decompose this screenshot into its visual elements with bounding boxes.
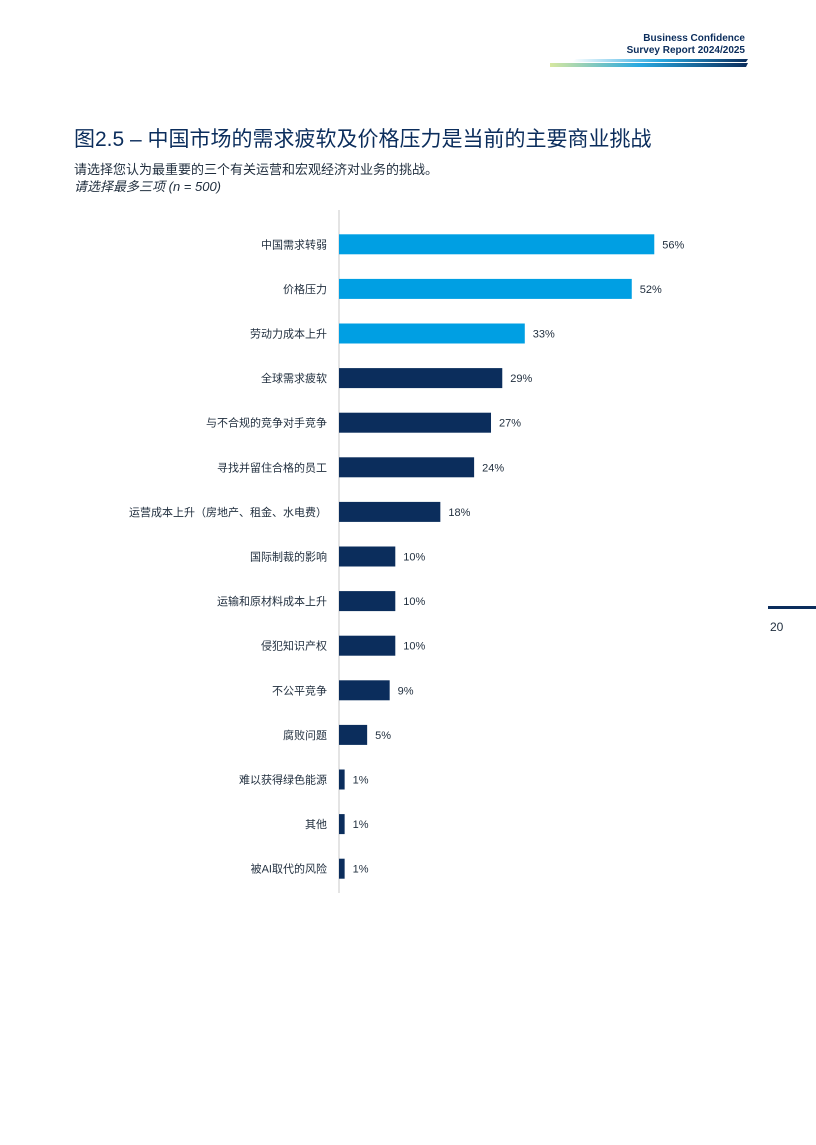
value-label: 10%: [403, 596, 425, 608]
category-label: 其他: [305, 818, 327, 831]
value-label: 10%: [403, 552, 425, 564]
bar: [339, 546, 396, 567]
report-brand: Business Confidence Survey Report 2024/2…: [627, 33, 745, 57]
category-label: 难以获得绿色能源: [239, 773, 327, 787]
value-label: 10%: [403, 641, 425, 653]
brand-gradient-line: [550, 59, 748, 67]
page-number-rule: [768, 606, 816, 609]
category-label: 与不合规的竞争对手竞争: [206, 416, 327, 430]
bar: [339, 457, 475, 478]
category-label: 寻找并留住合格的员工: [217, 460, 327, 474]
category-label: 运输和原材料成本上升: [217, 594, 327, 608]
category-label: 被AI取代的风险: [251, 862, 327, 876]
page-title: 图2.5 – 中国市场的需求疲软及价格压力是当前的主要商业挑战: [74, 128, 652, 151]
brand-line-2: Survey Report 2024/2025: [626, 45, 745, 56]
value-label: 33%: [533, 329, 555, 341]
bar: [339, 368, 503, 389]
value-label: 1%: [353, 775, 369, 787]
category-label: 运营成本上升（房地产、租金、水电费）: [129, 505, 327, 519]
horizontal-bar-chart: 中国需求转弱 56% 价格压力 52% 劳动力成本上升 33% 全球需求疲软 29% 与不合规的…: [129, 210, 685, 893]
category-label: 中国需求转弱: [261, 237, 327, 251]
bar: [339, 501, 441, 522]
value-label: 9%: [398, 685, 414, 697]
category-label: 全球需求疲软: [261, 371, 327, 385]
category-label: 腐败问题: [283, 728, 327, 742]
bar: [339, 635, 396, 656]
chart-subtitle: 请选择您认为最重要的三个有关运营和宏观经济对业务的挑战。: [74, 162, 439, 177]
bar: [339, 769, 345, 790]
category-label: 不公平竞争: [272, 683, 327, 697]
bar: [339, 858, 345, 879]
value-label: 1%: [353, 819, 369, 831]
bar: [339, 680, 390, 701]
bar: [339, 234, 655, 255]
bar: [339, 323, 525, 344]
value-label: 5%: [375, 730, 391, 742]
value-label: 18%: [448, 507, 470, 519]
bar: [339, 591, 396, 612]
category-label: 国际制裁的影响: [250, 550, 327, 564]
value-label: 1%: [353, 864, 369, 876]
page-number: 20: [770, 620, 784, 634]
bar: [339, 412, 492, 433]
value-label: 52%: [640, 284, 662, 296]
value-label: 27%: [499, 418, 521, 430]
sample-note: 请选择最多三项 (n = 500): [74, 179, 222, 194]
category-label: 劳动力成本上升: [250, 327, 327, 341]
value-label: 56%: [662, 239, 684, 251]
category-label: 价格压力: [283, 282, 327, 296]
bar: [339, 724, 368, 745]
brand-line-1: Business Confidence: [643, 33, 745, 44]
value-label: 29%: [510, 373, 532, 385]
bar: [339, 278, 632, 299]
bar: [339, 814, 345, 835]
value-label: 24%: [482, 462, 504, 474]
category-label: 侵犯知识产权: [261, 639, 327, 653]
